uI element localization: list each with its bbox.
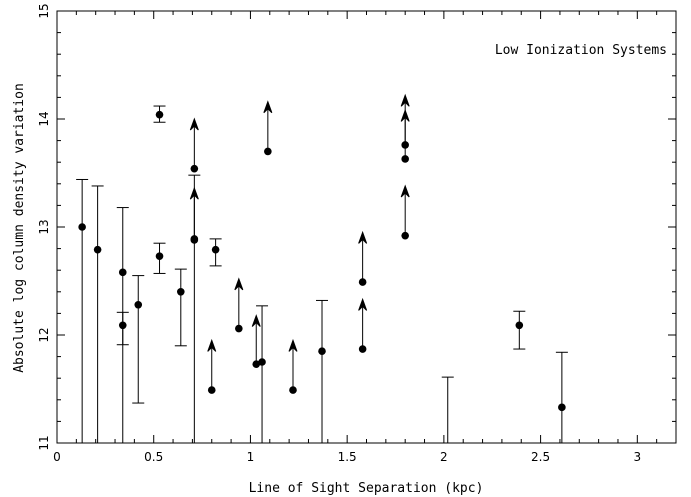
data-point [358, 278, 367, 286]
limit-arrow-head [207, 338, 217, 352]
data-point [93, 245, 102, 254]
data-point [118, 268, 127, 277]
data-point [558, 403, 566, 412]
limit-arrow-head [400, 108, 410, 122]
data-point [252, 360, 261, 368]
data-point [211, 245, 220, 254]
data-point [177, 288, 185, 296]
data-point [289, 386, 297, 394]
limit-arrow-head [288, 338, 298, 352]
data-point [155, 252, 164, 260]
x-tick-label: 1.5 [338, 450, 357, 464]
data-point [401, 141, 409, 149]
y-tick-label: 14 [37, 111, 51, 126]
lower-limit-arrows [189, 93, 410, 391]
x-tick-label: 2.5 [531, 450, 550, 464]
data-point [155, 110, 164, 119]
y-axis-label: Absolute log column density variation [12, 83, 27, 373]
limit-arrow-head [189, 117, 199, 131]
data-point [401, 155, 409, 163]
x-tick-label: 3 [633, 450, 641, 464]
y-tick-label: 15 [37, 3, 51, 18]
limit-arrow-head [358, 230, 368, 244]
data-point [358, 345, 367, 353]
data-point [235, 324, 243, 333]
x-tick-label: 0 [53, 450, 61, 464]
y-tick-label: 13 [37, 219, 51, 234]
plot-frame [56, 10, 677, 444]
limit-arrow-head [189, 186, 199, 200]
limit-arrow-head [400, 93, 410, 107]
y-tick-label: 11 [37, 435, 51, 450]
limit-arrow-head [234, 277, 244, 291]
tick-labels: 0 0.5 1 1.5 2 2.5 3 11 12 13 14 15 [37, 3, 641, 464]
axis-ticks [56, 10, 677, 444]
chart-annotation: Low Ionization Systems [495, 43, 667, 58]
data-points [78, 110, 566, 412]
data-point [515, 321, 524, 330]
limit-arrow-head [263, 100, 273, 114]
data-point [190, 236, 199, 244]
limit-arrow-head [358, 297, 368, 311]
data-point [134, 300, 143, 309]
data-point [318, 347, 326, 356]
y-tick-label: 12 [37, 327, 51, 342]
x-axis-label: Line of Sight Separation (kpc) [249, 481, 484, 496]
data-point [258, 358, 266, 366]
x-tick-label: 1 [247, 450, 255, 464]
data-point [207, 386, 216, 394]
data-point [78, 223, 86, 231]
data-point [190, 164, 199, 173]
limit-arrow-head [251, 314, 261, 327]
data-point [401, 231, 409, 240]
error-bars [76, 105, 568, 443]
x-tick-label: 2 [440, 450, 448, 464]
data-point [264, 147, 272, 156]
limit-arrow-head [400, 184, 410, 198]
x-tick-label: 0.5 [144, 450, 163, 464]
data-point [118, 321, 127, 330]
